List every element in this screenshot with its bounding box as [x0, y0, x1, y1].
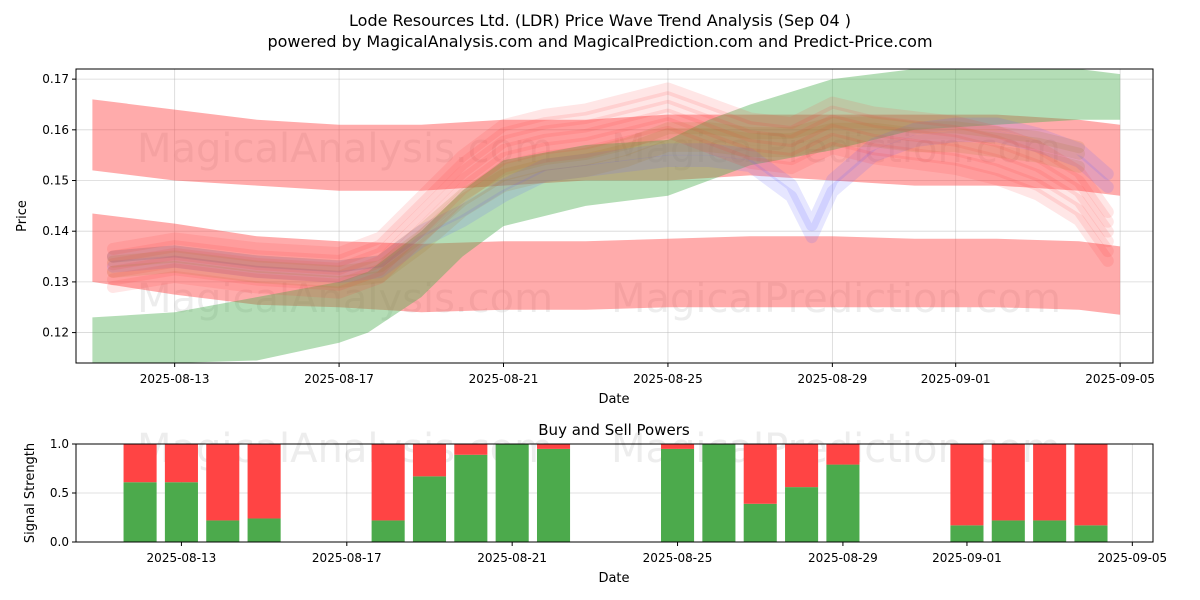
sell-bar — [1074, 444, 1108, 526]
price-y-tick-label: 0.16 — [42, 123, 69, 137]
price-x-tick-label: 2025-09-01 — [921, 372, 991, 386]
sell-bar — [1033, 444, 1067, 521]
price-y-tick-label: 0.12 — [42, 326, 69, 340]
signal-x-tick-label: 2025-08-13 — [147, 551, 217, 565]
signal-bars — [123, 444, 1108, 542]
watermark-mid-left: MagicalAnalysis.com — [137, 276, 553, 322]
signal-x-tick-label: 2025-09-05 — [1097, 551, 1167, 565]
buy-bar — [743, 503, 777, 542]
sell-bar — [164, 444, 198, 483]
price-panel: MagicalAnalysis.com MagicalPrediction.co… — [15, 68, 1155, 407]
price-x-tick-label: 2025-08-21 — [469, 372, 539, 386]
price-y-axis-label: Price — [15, 200, 30, 232]
price-x-tick-label: 2025-08-29 — [797, 372, 867, 386]
watermark-top-left: MagicalAnalysis.com — [137, 126, 553, 172]
buy-bar — [661, 448, 695, 542]
sell-bar — [371, 444, 405, 521]
signal-x-ticks: 2025-08-13 2025-08-17 2025-08-21 2025-08-25… — [147, 542, 1167, 565]
sell-bar — [206, 444, 240, 521]
buy-bar — [1033, 520, 1067, 542]
buy-bar — [123, 482, 157, 542]
series-band-1 — [92, 213, 1121, 315]
sell-bar — [826, 444, 860, 465]
buy-bar — [702, 444, 736, 542]
price-x-ticks: 2025-08-13 2025-08-17 2025-08-21 2025-08-25… — [140, 363, 1155, 386]
price-x-axis-label: Date — [598, 392, 629, 407]
signal-y-ticks: 0.0 0.5 1.0 — [50, 437, 76, 549]
chart-title: Lode Resources Ltd. (LDR) Price Wave Tre… — [349, 11, 851, 30]
price-y-tick-label: 0.14 — [42, 224, 69, 238]
signal-x-axis-label: Date — [598, 571, 629, 586]
series-wave-4-0 — [107, 126, 1114, 299]
sell-bar — [247, 444, 281, 519]
series-wave-4-3 — [107, 99, 1114, 275]
series-wave-3-1 — [107, 117, 1114, 273]
sell-bar — [950, 444, 984, 526]
sell-bar — [743, 444, 777, 504]
price-y-tick-label: 0.15 — [42, 174, 69, 188]
series-band-2 — [92, 69, 1121, 363]
price-watermarks: MagicalAnalysis.com MagicalPrediction.co… — [137, 126, 1061, 322]
signal-x-tick-label: 2025-08-29 — [808, 551, 878, 565]
buy-bar — [536, 448, 571, 542]
sell-bar — [454, 444, 488, 455]
buy-bar — [785, 487, 819, 542]
sell-bar — [785, 444, 819, 488]
signal-y-tick-label: 0.5 — [50, 486, 69, 500]
price-x-tick-label: 2025-09-05 — [1085, 372, 1155, 386]
signal-y-axis-label: Signal Strength — [23, 443, 38, 543]
sell-bar — [123, 444, 157, 483]
buy-bar — [991, 520, 1025, 542]
signal-x-tick-label: 2025-08-25 — [643, 551, 713, 565]
watermark-bottom-left: MagicalAnalysis.com — [137, 426, 553, 472]
buy-bar — [495, 444, 529, 542]
price-series-clip — [92, 69, 1121, 363]
signal-x-tick-label: 2025-09-01 — [932, 551, 1002, 565]
signal-y-tick-label: 1.0 — [50, 437, 69, 451]
price-grid — [76, 69, 1153, 363]
signal-x-tick-label: 2025-08-21 — [477, 551, 547, 565]
chart-subtitle: powered by MagicalAnalysis.com and Magic… — [267, 32, 932, 51]
buy-bar — [371, 520, 405, 542]
sell-bar — [412, 444, 447, 477]
sell-bar — [536, 444, 571, 449]
buy-bar — [1074, 525, 1108, 542]
series-band-0 — [92, 99, 1121, 196]
series-wave-4-2 — [107, 108, 1114, 283]
signal-title: Buy and Sell Powers — [538, 421, 690, 439]
price-y-ticks: 0.12 0.13 0.14 0.15 0.16 0.17 — [42, 72, 76, 340]
signal-x-tick-label: 2025-08-17 — [312, 551, 382, 565]
buy-bar — [247, 518, 281, 542]
buy-bar — [412, 476, 447, 542]
series-wave-5-2 — [107, 116, 1085, 273]
signal-y-tick-label: 0.0 — [50, 535, 69, 549]
watermark-mid-right: MagicalPrediction.com — [611, 276, 1061, 322]
series-wave-4-4 — [107, 91, 1114, 267]
price-x-tick-label: 2025-08-17 — [304, 372, 374, 386]
price-x-tick-label: 2025-08-25 — [633, 372, 703, 386]
signal-panel: Buy and Sell Powers MagicalAnalysis.com … — [23, 421, 1167, 586]
buy-bar — [164, 482, 198, 542]
series-wave-4-1 — [107, 117, 1114, 291]
price-x-tick-label: 2025-08-13 — [140, 372, 210, 386]
buy-bar — [454, 454, 488, 542]
sell-bar — [661, 444, 695, 449]
price-axes-frame — [75, 68, 1154, 364]
price-y-tick-label: 0.17 — [42, 72, 69, 86]
series-wave-3-0 — [107, 130, 1114, 283]
buy-bar — [206, 520, 240, 542]
sell-bar — [991, 444, 1025, 521]
price-y-tick-label: 0.13 — [42, 275, 69, 289]
buy-bar — [826, 464, 860, 542]
series-wave-5-0 — [107, 135, 1085, 289]
series-wave-5-1 — [107, 122, 1085, 278]
price-series — [92, 69, 1121, 363]
series-wave-4-5 — [107, 82, 1114, 260]
buy-bar — [950, 525, 984, 542]
watermark-top-right: MagicalPrediction.com — [611, 126, 1061, 172]
